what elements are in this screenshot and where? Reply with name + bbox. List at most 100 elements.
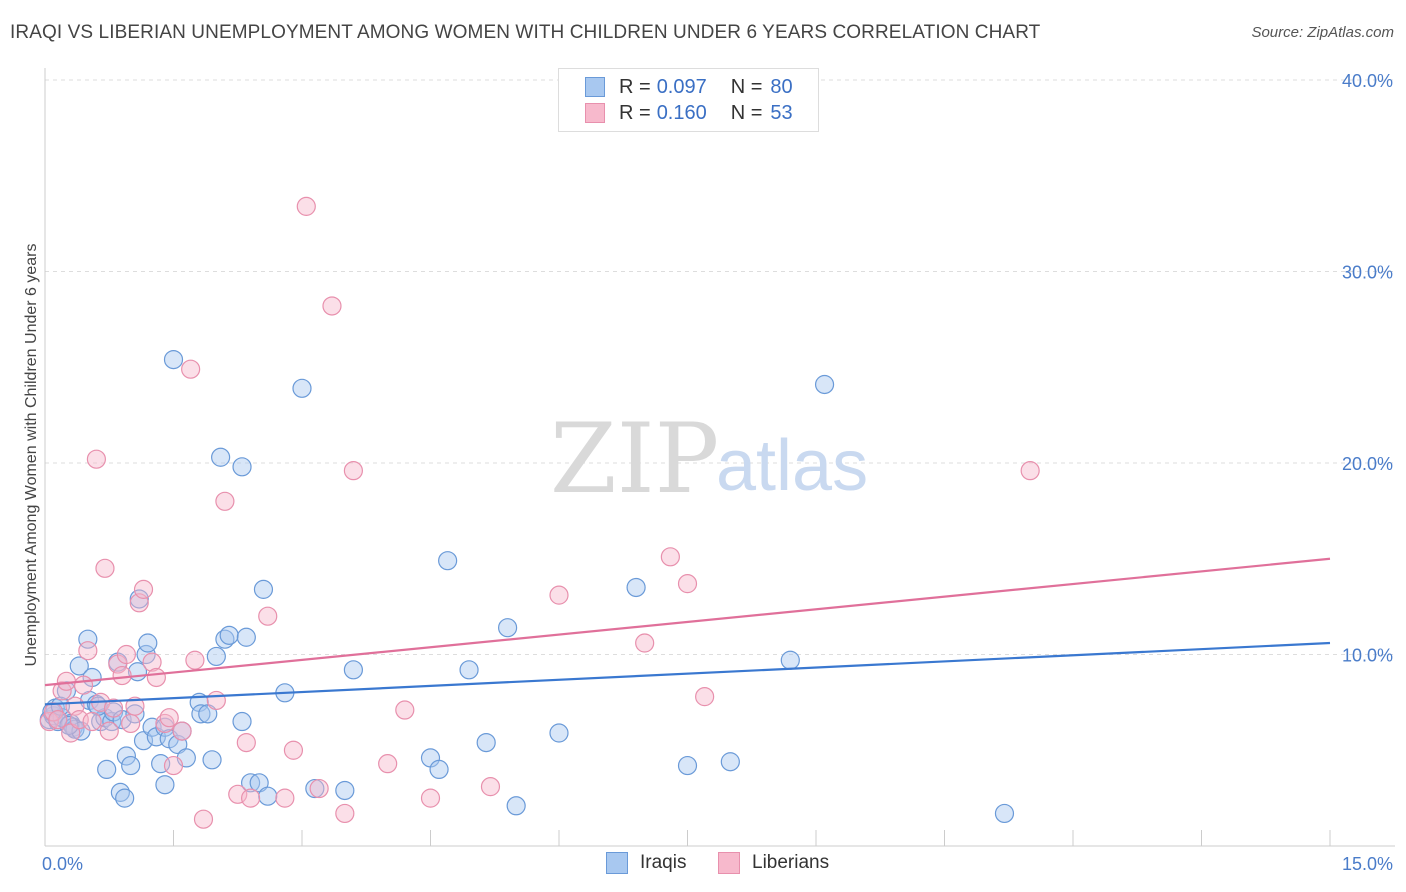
legend-r-value: 0.160 — [656, 101, 707, 124]
liberian-point — [258, 606, 278, 626]
legend-r-value: 0.097 — [656, 75, 707, 98]
iraqi-point — [305, 778, 325, 799]
iraqi-point — [258, 786, 278, 806]
iraqi-point — [994, 803, 1015, 824]
iraqi-point — [249, 773, 269, 793]
iraqis-swatch — [606, 852, 628, 874]
series-legend: Iraqis Liberians — [0, 852, 1406, 878]
liberian-point — [95, 558, 115, 578]
iraqi-point — [202, 750, 222, 770]
iraqi-point — [78, 629, 98, 649]
liberian-point — [133, 579, 154, 599]
iraqi-point — [335, 780, 355, 801]
iraqi-point — [59, 715, 79, 735]
iraqi-point — [198, 704, 218, 724]
x-tick-label-max: 15.0% — [1342, 854, 1393, 874]
liberian-point — [52, 681, 72, 701]
liberian-point — [420, 788, 441, 808]
iraqi-point — [163, 349, 184, 370]
liberian-point — [283, 740, 304, 760]
legend-r-label: R = — [619, 75, 651, 98]
iraqi-point — [236, 627, 256, 647]
y-tick-label: 10.0% — [1342, 646, 1393, 666]
liberian-point — [549, 585, 569, 605]
liberian-point — [125, 696, 145, 716]
legend-row-liberian: R = 0.160 N = 53 — [585, 101, 793, 125]
legend-label-iraqis: Iraqis — [640, 852, 687, 873]
legend-r-label: R = — [619, 101, 651, 124]
chart-title: IRAQI VS LIBERIAN UNEMPLOYMENT AMONG WOM… — [10, 22, 1041, 43]
iraqi-point — [626, 577, 646, 598]
liberian-point — [660, 547, 680, 567]
liberian-point — [181, 359, 201, 379]
liberian-point — [121, 713, 141, 734]
watermark-zip: ZIP — [550, 403, 719, 515]
iraqi-point — [133, 731, 154, 751]
liberian-point — [677, 574, 698, 594]
iraqi-point — [438, 551, 458, 571]
legend-n-value: 80 — [770, 75, 793, 98]
iraqi-point — [191, 704, 211, 724]
iraqi-point — [219, 625, 239, 645]
legend-n-label: N = — [730, 101, 763, 124]
liberian-point — [695, 687, 715, 707]
y-tick-label: 20.0% — [1342, 454, 1393, 474]
iraqi-point — [498, 618, 518, 638]
iraqi-point — [429, 759, 449, 780]
liberian-point — [395, 700, 415, 720]
iraqi-point — [506, 796, 526, 816]
legend-n-value: 53 — [770, 101, 793, 124]
liberian-point — [146, 667, 166, 688]
iraqi-trend-line — [44, 641, 1331, 706]
iraqi-point — [69, 656, 89, 676]
liberian-point — [103, 698, 124, 718]
iraqi-point — [549, 723, 569, 743]
source-credit: Source: ZipAtlas.com — [1251, 24, 1394, 41]
liberian-point — [193, 809, 214, 829]
liberian-point — [335, 803, 355, 824]
iraqi-point — [292, 378, 312, 398]
axes — [44, 68, 1395, 847]
liberian-point — [1020, 461, 1040, 481]
watermark: ZIP atlas — [550, 403, 868, 515]
liberian-swatch — [585, 103, 605, 123]
liberian-point — [112, 665, 132, 686]
correlation-legend: R = 0.097 N = 80 R = 0.160 N = 53 — [558, 68, 819, 132]
legend-item-liberians: Liberians — [718, 852, 829, 874]
iraqi-point — [459, 660, 479, 680]
liberian-point — [236, 732, 256, 753]
iraqi-point — [780, 650, 800, 670]
iraqi-point — [116, 746, 136, 766]
liberian-point — [241, 788, 261, 808]
liberian-point — [185, 650, 205, 670]
liberian-point — [82, 711, 102, 732]
iraqi-points — [39, 349, 1015, 824]
iraqi-point — [115, 788, 135, 808]
iraqi-swatch — [585, 77, 605, 97]
iraqi-point — [677, 755, 698, 776]
legend-label-liberians: Liberians — [752, 852, 830, 873]
legend-row-iraqi: R = 0.097 N = 80 — [585, 75, 793, 99]
liberian-point — [480, 777, 501, 797]
legend-n-label: N = — [730, 75, 763, 98]
liberian-point — [61, 723, 81, 743]
x-tick-label-min: 0.0% — [42, 854, 83, 874]
liberian-point — [159, 708, 179, 728]
liberian-trend-line — [44, 557, 1331, 687]
iraqi-point — [814, 374, 835, 395]
y-tick-label: 40.0% — [1342, 71, 1393, 91]
liberian-point — [228, 784, 248, 804]
liberian-point — [172, 721, 192, 741]
iraqi-point — [720, 752, 740, 772]
liberian-point — [78, 641, 98, 661]
iraqi-point — [232, 457, 252, 477]
iraqi-point — [97, 759, 117, 780]
liberian-point — [86, 449, 107, 469]
liberian-point — [206, 690, 226, 711]
liberian-point — [378, 754, 398, 774]
trend-lines — [44, 557, 1331, 706]
iraqi-point — [253, 579, 274, 599]
liberian-point — [73, 675, 94, 695]
liberian-point — [322, 296, 342, 316]
